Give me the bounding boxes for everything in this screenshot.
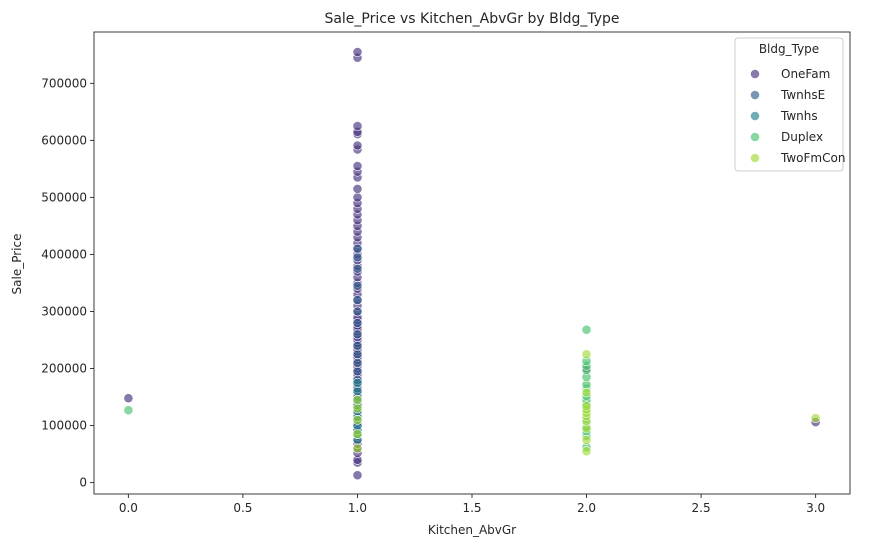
plot-area: 0.0 0.5 1.0 1.5 2.0 2.5 3.0 0 100000 200000 300000… [41,31,851,515]
data-point-twnhse [352,366,363,377]
data-point-twofmcon [352,414,363,425]
legend-label-onefam: OneFam [781,67,830,81]
x-tick-label: 2.0 [577,501,596,515]
legend-label-twofmcon: TwoFmCon [780,151,845,165]
data-point-onefam [352,140,363,151]
data-point-twnhse [352,252,363,263]
x-tick-label: 2.5 [692,501,711,515]
legend-title: Bldg_Type [759,42,819,56]
x-tick-label: 1.5 [462,501,481,515]
points-group [123,47,821,481]
y-axis-title: Sale_Price [10,234,24,295]
data-point-onefam [352,121,363,131]
y-tick-label: 500000 [41,190,87,204]
data-point-twnhse [352,317,363,328]
y-tick-label: 400000 [41,247,87,261]
data-point-twnhs [352,386,363,397]
legend-label-twnhse: TwnhsE [780,88,825,102]
data-point-twofmcon [581,401,592,412]
data-point-duplex [581,324,592,335]
data-point-twofmcon [581,387,592,398]
x-tick-label: 3.0 [806,501,825,515]
legend-box [734,37,844,172]
y-tick-label: 100000 [41,419,87,433]
x-tick-label: 0.0 [119,501,138,515]
data-point-twnhse [352,263,363,274]
chart-title: Sale_Price vs Kitchen_AbvGr by Bldg_Type [324,11,619,27]
data-point-onefam [352,470,363,481]
legend-marker-onefam [750,69,760,79]
y-tick-label: 700000 [41,76,87,90]
data-point-twofmcon [581,446,592,457]
data-point-twnhs [352,377,363,388]
legend: Bldg_Type OneFam TwnhsE Twnhs Duplex TwoFmCon [734,37,845,172]
legend-marker-twnhse [750,90,760,100]
data-point-twofmcon [810,413,821,423]
data-point-onefam [352,192,363,203]
x-axis-title: Kitchen_AbvGr [428,523,516,537]
data-point-twnhse [352,306,363,317]
y-tick-label: 0 [79,476,87,490]
data-point-twofmcon [581,434,592,445]
data-point-twnhse [352,357,363,368]
data-point-twofmcon [352,443,363,454]
legend-label-duplex: Duplex [781,130,823,144]
y-tick-label: 300000 [41,304,87,318]
data-point-onefam [352,161,363,171]
data-point-twofmcon [352,403,363,414]
data-point-onefam [123,393,134,404]
y-tick-label: 200000 [41,362,87,376]
data-point-twnhse [352,295,363,305]
x-tick-label: 0.5 [233,501,252,515]
data-point-twnhse [352,349,363,360]
data-point-twofmcon [352,429,363,439]
y-tick-label: 600000 [41,133,87,147]
legend-marker-duplex [750,132,760,142]
data-point-onefam [352,47,363,57]
data-point-twofmcon [581,349,592,360]
data-point-twnhse [352,340,363,351]
data-point-twnhse [352,243,363,254]
legend-marker-twofmcon [750,153,760,163]
legend-marker-twnhs [750,111,760,121]
x-tick-label: 1.0 [348,501,367,515]
data-point-twnhse [352,329,363,340]
data-point-onefam [352,183,363,194]
data-point-duplex [123,405,134,416]
data-point-twnhse [352,280,363,291]
data-point-twofmcon [352,394,363,405]
legend-label-twnhs: Twnhs [780,109,818,123]
